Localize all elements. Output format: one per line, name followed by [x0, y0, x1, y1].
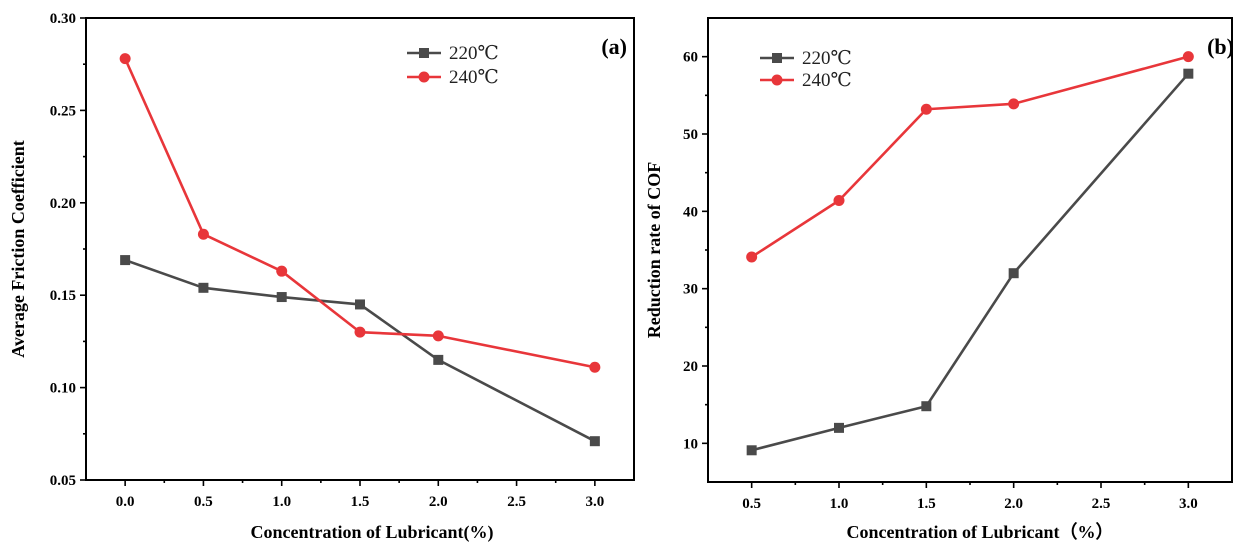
x-tick-label: 0.0: [116, 494, 135, 510]
y-tick-label: 50: [683, 127, 698, 143]
series-240: [120, 53, 601, 373]
data-point: [355, 327, 366, 338]
data-point: [198, 283, 208, 293]
x-tick-label: 0.5: [742, 496, 761, 512]
y-tick-label: 0.05: [50, 473, 76, 489]
data-point: [834, 195, 845, 206]
legend-item: 240℃: [407, 67, 499, 88]
x-tick-label: 2.0: [1004, 496, 1023, 512]
x-tick-label: 2.5: [1092, 496, 1111, 512]
data-point: [120, 53, 131, 64]
data-point: [746, 251, 757, 262]
plot-frame: [86, 18, 634, 480]
data-point: [1009, 268, 1019, 278]
data-point: [921, 104, 932, 115]
panel-label: (a): [601, 34, 627, 59]
x-tick-label: 1.0: [830, 496, 849, 512]
y-tick-label: 60: [683, 50, 698, 66]
y-tick-label: 0.25: [50, 103, 76, 119]
data-point: [590, 436, 600, 446]
x-axis-title: Concentration of Lubricant（%）: [847, 522, 1114, 542]
y-tick-label: 10: [683, 436, 698, 452]
series-line: [125, 59, 595, 368]
series-220: [120, 255, 600, 446]
y-axis-title: Average Friction Coefficient: [8, 140, 28, 358]
data-point: [433, 330, 444, 341]
plot-frame: [708, 18, 1232, 482]
series-line: [125, 260, 595, 441]
data-point: [589, 362, 600, 373]
data-point: [1183, 69, 1193, 79]
data-point: [921, 401, 931, 411]
y-tick-label: 20: [683, 359, 698, 375]
data-point: [277, 292, 287, 302]
data-point: [834, 423, 844, 433]
x-tick-label: 3.0: [1179, 496, 1198, 512]
legend-label: 240℃: [802, 70, 852, 91]
data-point: [747, 445, 757, 455]
y-tick-label: 0.30: [50, 11, 76, 27]
x-tick-label: 1.5: [351, 494, 370, 510]
legend-marker: [419, 72, 430, 83]
y-axis-title: Reduction rate of COF: [644, 162, 664, 338]
y-tick-label: 0.10: [50, 381, 76, 397]
legend-marker: [772, 75, 783, 86]
legend-marker: [772, 53, 782, 63]
y-tick-label: 30: [683, 282, 698, 298]
panel-label: (b): [1207, 34, 1234, 59]
x-tick-label: 1.0: [272, 494, 291, 510]
x-axis-title: Concentration of Lubricant(%): [251, 522, 494, 543]
data-point: [276, 266, 287, 277]
legend-marker: [419, 48, 429, 58]
legend-item: 240℃: [760, 70, 852, 91]
legend-item: 220℃: [760, 48, 852, 69]
x-tick-label: 1.5: [917, 496, 936, 512]
legend-label: 220℃: [449, 43, 499, 64]
x-tick-label: 0.5: [194, 494, 213, 510]
data-point: [120, 255, 130, 265]
data-point: [1008, 98, 1019, 109]
legend-item: 220℃: [407, 43, 499, 64]
legend-label: 220℃: [802, 48, 852, 69]
data-point: [1183, 51, 1194, 62]
chart-panel-a: 0.0 0.5 1.0 1.5 2.0 2.5 3.0 0.05 0.10 0.15 0.20 0.2…: [8, 11, 634, 543]
x-tick-label: 3.0: [585, 494, 604, 510]
series-line: [752, 74, 1189, 451]
x-tick-label: 2.0: [429, 494, 448, 510]
series-220: [747, 69, 1194, 456]
y-tick-label: 0.20: [50, 196, 76, 212]
legend-label: 240℃: [449, 67, 499, 88]
data-point: [198, 229, 209, 240]
chart-panel-b: 0.5 1.0 1.5 2.0 2.5 3.0 10 20 30 40 50 60 Concentrat…: [644, 18, 1234, 542]
x-tick-label: 2.5: [507, 494, 526, 510]
data-point: [433, 355, 443, 365]
data-point: [355, 299, 365, 309]
y-tick-label: 40: [683, 204, 698, 220]
y-tick-label: 0.15: [50, 288, 76, 304]
